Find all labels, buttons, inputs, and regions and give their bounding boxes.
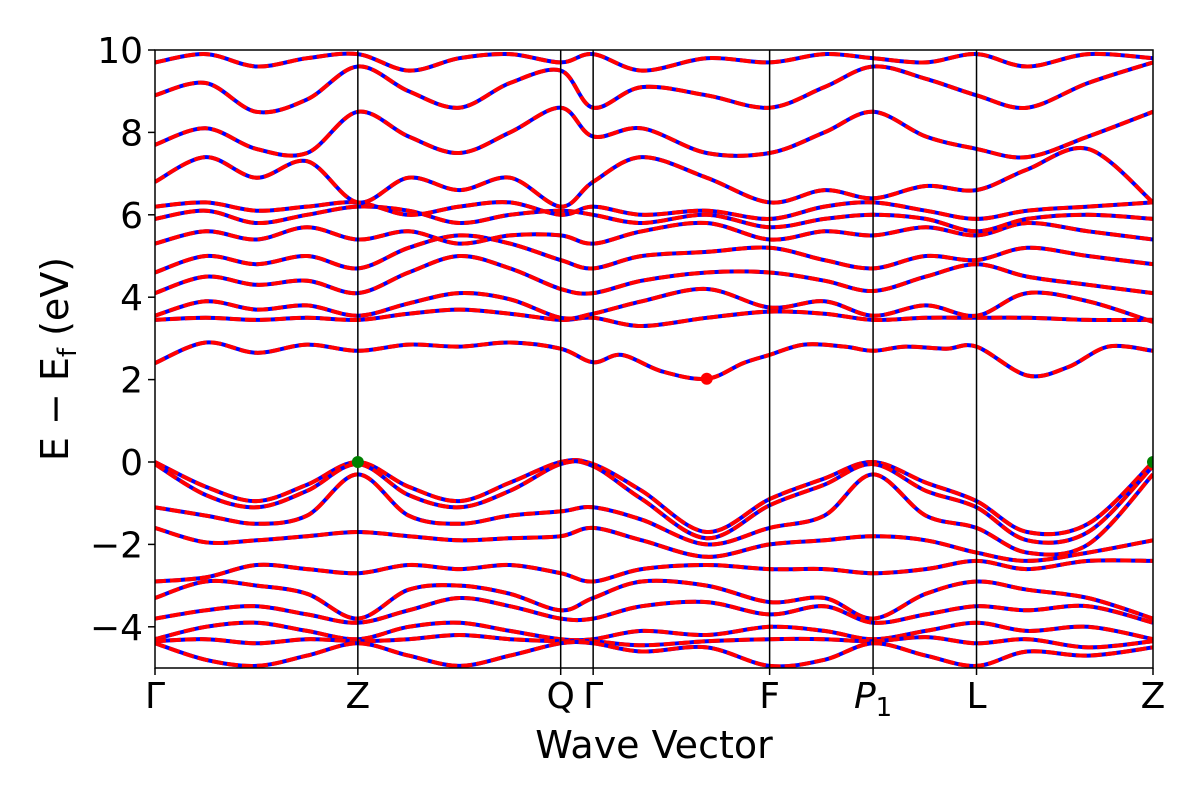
x-axis-ticks: Γ Z Q Γ F P1 L Z xyxy=(145,668,1165,723)
plot-area xyxy=(155,50,1153,668)
conduction-band-6 xyxy=(155,204,1153,234)
y-tick-label-6: −2 xyxy=(90,525,143,566)
x-tick-label-3: Γ xyxy=(583,676,603,717)
x-tick-label-5: P1 xyxy=(854,676,892,723)
y-tick-label-7: −4 xyxy=(90,608,143,649)
conduction-band-3-blue xyxy=(155,253,1153,296)
x-tick-label-7: Z xyxy=(1141,676,1166,717)
vbm-marker-1 xyxy=(351,456,364,468)
x-tick-label-4: F xyxy=(759,676,780,717)
valence-band-8 xyxy=(155,632,1153,650)
y-tick-label-2: 6 xyxy=(120,196,143,237)
plot-frame xyxy=(154,49,1154,669)
valence-band-9 xyxy=(155,639,1153,668)
x-tick-label-6: L xyxy=(966,676,986,717)
valence-band-3 xyxy=(155,525,1153,563)
y-axis-title-sub: f xyxy=(53,347,83,357)
y-tick-label-3: 4 xyxy=(120,278,143,319)
y-axis-title: E − Ef (eV) xyxy=(33,257,83,461)
y-tick-label-0: 10 xyxy=(97,31,143,72)
x-axis-title: Wave Vector xyxy=(535,723,773,767)
cbm-marker-0 xyxy=(700,372,713,385)
y-axis-ticks: 10 8 6 4 2 0 −2 −4 xyxy=(90,31,155,649)
conduction-band-0 xyxy=(155,340,1153,382)
conduction-band-8 xyxy=(155,145,1153,209)
kpoint-lines-group xyxy=(357,50,978,668)
conduction-band-9 xyxy=(155,105,1153,160)
y-tick-label-5: 0 xyxy=(120,443,143,484)
valence-band-6 xyxy=(155,595,1153,625)
valence-band-1 xyxy=(155,459,1153,545)
markers-group xyxy=(351,372,1153,468)
valence-band-4 xyxy=(155,558,1153,584)
conduction-band-2 xyxy=(155,286,1153,324)
bands-group xyxy=(155,51,1153,668)
x-tick-label-1: Z xyxy=(346,676,371,717)
vbm-marker-2 xyxy=(1147,456,1153,468)
conduction-band-7 xyxy=(155,200,1153,221)
valence-band-5 xyxy=(155,578,1153,621)
conduction-band-4 xyxy=(155,233,1153,275)
valence-band-6-blue xyxy=(155,595,1153,625)
y-tick-label-4: 2 xyxy=(120,361,143,402)
conduction-band-3 xyxy=(155,253,1153,296)
x-tick-label-0: Γ xyxy=(145,676,165,717)
valence-band-0 xyxy=(155,458,1153,537)
conduction-band-5 xyxy=(155,220,1153,246)
x-tick-label-2: Q xyxy=(547,676,575,717)
y-tick-label-1: 8 xyxy=(120,113,143,154)
y-axis-title-main: E − E xyxy=(33,357,77,461)
y-axis-title-unit: (eV) xyxy=(33,257,77,348)
